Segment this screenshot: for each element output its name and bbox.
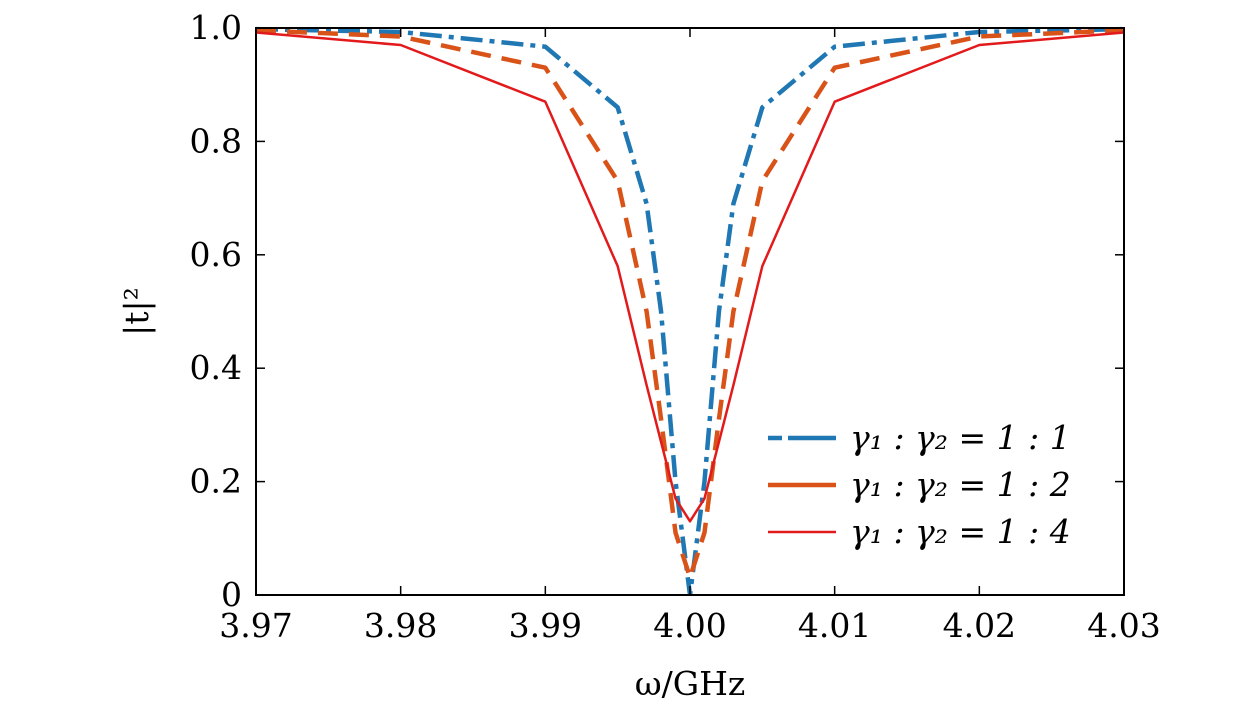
y-tick-label: 0.6 bbox=[190, 235, 242, 274]
x-tick-label: 4.01 bbox=[798, 606, 871, 645]
y-tick-label: 1.0 bbox=[190, 8, 242, 47]
x-axis-label: ω/GHz bbox=[635, 664, 746, 703]
x-tick-label: 3.97 bbox=[219, 606, 292, 645]
legend: γ₁ : γ₂ = 1 : 1 γ₁ : γ₂ = 1 : 2 γ₁ : γ₂ = … bbox=[768, 418, 1071, 551]
x-tick-label: 3.99 bbox=[509, 606, 582, 645]
legend-label-3: γ₁ : γ₂ = 1 : 4 bbox=[850, 512, 1071, 551]
legend-label-1: γ₁ : γ₂ = 1 : 1 bbox=[850, 418, 1071, 457]
legend-label-2: γ₁ : γ₂ = 1 : 2 bbox=[850, 465, 1071, 504]
y-axis-ticks: 0 0.2 0.4 0.6 0.8 1.0 bbox=[190, 8, 1124, 614]
series-lines bbox=[256, 26, 1124, 595]
y-tick-label: 0.8 bbox=[190, 121, 242, 160]
x-tick-label: 4.03 bbox=[1087, 606, 1160, 645]
x-axis-ticks: 3.97 3.98 3.99 4.00 4.01 4.02 4.03 bbox=[219, 28, 1161, 645]
series-line-1 bbox=[256, 26, 1124, 595]
y-axis-label: |t|² bbox=[117, 287, 156, 336]
x-tick-label: 4.00 bbox=[653, 606, 726, 645]
x-tick-label: 4.02 bbox=[943, 606, 1016, 645]
y-tick-label: 0.2 bbox=[190, 462, 242, 501]
x-tick-label: 3.98 bbox=[364, 606, 437, 645]
y-tick-label: 0.4 bbox=[190, 348, 242, 387]
series-line-3 bbox=[256, 31, 1124, 523]
y-tick-label: 0 bbox=[221, 575, 242, 614]
plot-frame bbox=[255, 27, 1125, 596]
